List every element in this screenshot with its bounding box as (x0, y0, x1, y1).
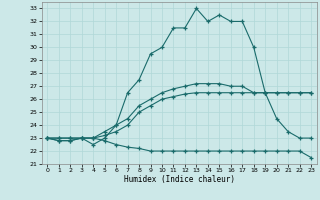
X-axis label: Humidex (Indice chaleur): Humidex (Indice chaleur) (124, 175, 235, 184)
